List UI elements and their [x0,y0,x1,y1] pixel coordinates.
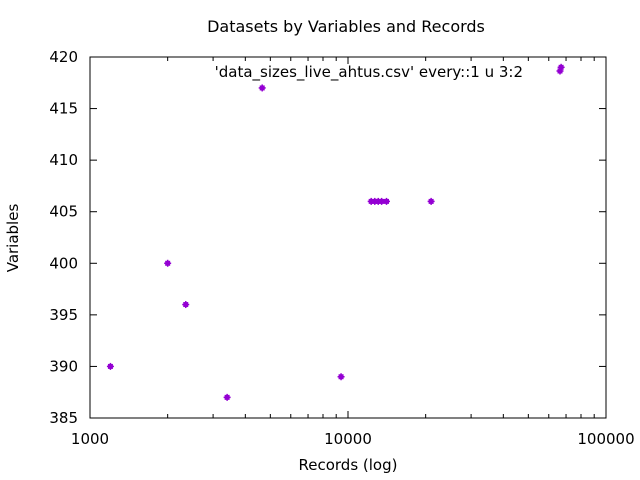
data-point [557,63,565,71]
y-tick-label: 420 [49,48,78,66]
y-tick-label: 405 [49,203,78,221]
chart-title: Datasets by Variables and Records [207,17,485,36]
data-point [258,84,266,92]
data-point [223,393,231,401]
legend-label: 'data_sizes_live_ahtus.csv' every::1 u 3… [215,63,523,82]
x-tick-label: 10000 [324,430,372,448]
data-point [106,362,114,370]
y-tick-label: 400 [49,254,78,272]
data-points [106,63,565,401]
axis-tick-labels: 385 390 395 400 405 410 415 420 1000 10000 100000 [49,48,634,448]
data-point [182,301,190,309]
y-tick-label: 410 [49,151,78,169]
axis-ticks [89,56,607,419]
y-axis-label: Variables [4,204,22,273]
data-point [164,259,172,267]
y-tick-label: 415 [49,100,78,118]
x-axis-label: Records (log) [299,456,398,474]
y-tick-label: 385 [49,409,78,427]
x-tick-label: 1000 [71,430,109,448]
data-point [382,197,390,205]
data-point [427,197,435,205]
y-tick-label: 395 [49,306,78,324]
x-tick-label: 100000 [577,430,634,448]
y-tick-label: 390 [49,357,78,375]
data-point [337,373,345,381]
plot-frame [89,56,607,419]
